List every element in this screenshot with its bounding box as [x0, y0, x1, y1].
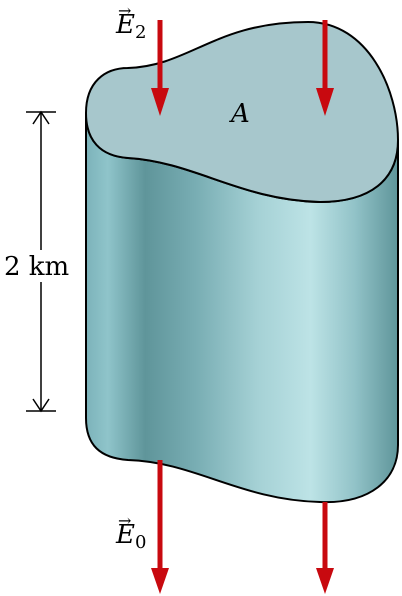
surface-label: A	[231, 99, 250, 129]
top-field-arrowhead-right	[316, 88, 334, 116]
bottom-field-label: → E0	[116, 511, 147, 553]
top-field-arrowhead-left	[151, 88, 169, 116]
height-dimension	[26, 110, 56, 413]
cylinder-top-face	[85, 21, 399, 203]
height-label: 2 km	[4, 252, 70, 282]
bottom-field-arrowhead-right	[316, 568, 334, 594]
bottom-field-arrowhead-left	[151, 568, 169, 594]
top-field-label: → E2	[116, 1, 147, 43]
